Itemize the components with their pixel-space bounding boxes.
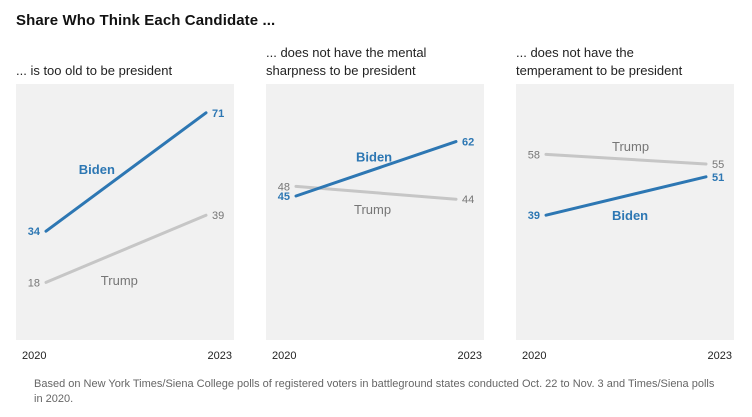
panel-1-trump-series-label: Trump	[101, 273, 138, 288]
chart-title: Share Who Think Each Candidate ...	[16, 12, 276, 29]
panel-2-subtitle-line1: ... does not have the mental	[266, 45, 427, 60]
panel-2-biden-series-label: Biden	[356, 150, 392, 165]
panel-2-trump-series-label: Trump	[354, 202, 391, 217]
panel-1-biden-value-2020: 34	[28, 226, 41, 238]
panel-3-biden-value-2020: 39	[528, 210, 540, 222]
panel-3-subtitle-line2: temperament to be president	[516, 63, 683, 78]
panel-3-biden-series-label: Biden	[612, 208, 648, 223]
panel-3-trump-line	[544, 152, 708, 166]
panel-2-x-tick-2020: 2020	[272, 350, 296, 362]
panel-3-trump-value-2020: 58	[528, 149, 540, 161]
panel-3-biden-value-2023: 51	[712, 172, 724, 184]
panel-3-x-tick-2023: 2023	[708, 350, 732, 362]
panel-1-x-tick-2023: 2023	[208, 350, 232, 362]
panel-3-trump-series-label: Trump	[612, 139, 649, 154]
source-note: Based on New York Times/Siena College po…	[34, 378, 715, 405]
panel-1-biden-value-2023: 71	[212, 108, 224, 120]
panel-2-subtitle: ... does not have the mental sharpness t…	[266, 44, 426, 80]
panel-2-subtitle-line2: sharpness to be president	[266, 63, 416, 78]
panel-2-biden-line	[294, 140, 458, 198]
panel-1-trump-value-2020: 18	[28, 277, 40, 289]
panel-1-subtitle-line1: ... is too old to be president	[16, 63, 173, 78]
panel-3-x-tick-2020: 2020	[522, 350, 546, 362]
panel-1-biden-line	[44, 111, 208, 233]
panel-3-trump-value-2023: 55	[712, 159, 724, 171]
panel-2-trump-value-2023: 44	[462, 194, 474, 206]
panel-2-biden-value-2020: 45	[278, 191, 290, 203]
panel-1-trump-value-2023: 39	[212, 210, 224, 222]
panel-3-biden-line	[544, 175, 708, 217]
panel-1-trump-line	[44, 213, 208, 284]
panel-2-background	[266, 84, 484, 340]
panel-2-x-tick-2023: 2023	[458, 350, 482, 362]
panel-1-x-tick-2020: 2020	[22, 350, 46, 362]
panel-3-subtitle-line1: ... does not have the	[516, 45, 634, 60]
panel-2-biden-value-2023: 62	[462, 137, 474, 149]
panel-1-subtitle: ... is too old to be president	[16, 62, 172, 80]
panel-1-background	[16, 84, 234, 340]
panel-1-biden-series-label: Biden	[79, 162, 115, 177]
panel-2-trump-value-2020: 48	[278, 181, 290, 193]
panel-2-trump-line	[294, 184, 458, 201]
panel-3-subtitle: ... does not have the temperament to be …	[516, 44, 682, 80]
panel-3-background	[516, 84, 734, 340]
